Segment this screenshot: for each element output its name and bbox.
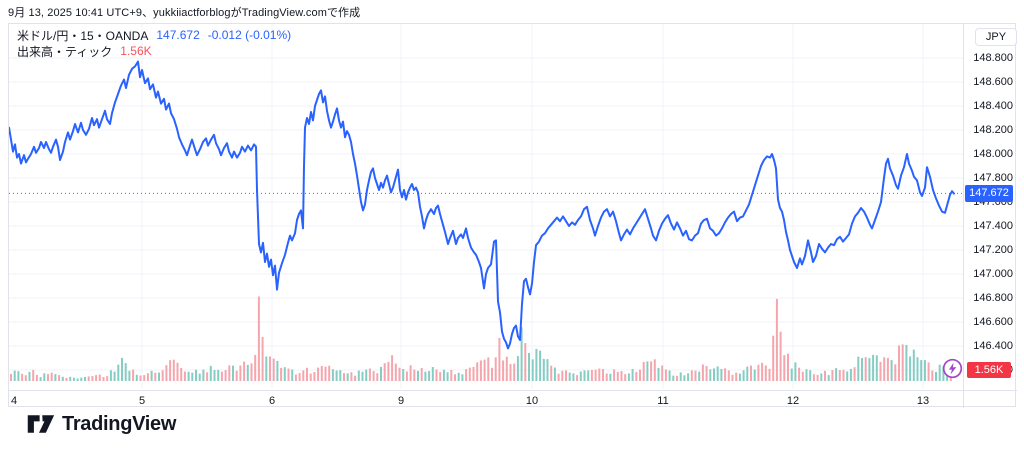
tradingview-logo[interactable]: TradingView [26, 411, 176, 437]
price-axis-separator [963, 24, 964, 408]
legend-symbol-row[interactable]: 米ドル/円・15・OANDA 147.672 -0.012 (-0.01%) [17, 27, 291, 43]
legend-volume-row[interactable]: 出来高・ティック 1.56K [17, 43, 291, 59]
attribution-text: 9月 13, 2025 10:41 UTC+9、yukkiiactforblog… [8, 7, 361, 19]
legend-change: -0.012 (-0.01%) [207, 28, 292, 42]
chart-widget: 米ドル/円・15・OANDA 147.672 -0.012 (-0.01%) 出… [8, 23, 1017, 408]
price-chart-pane[interactable] [9, 24, 963, 390]
instant-trading-button[interactable] [942, 358, 963, 379]
price-axis-label: 147.000 [973, 267, 1013, 280]
price-axis-label: 147.800 [973, 171, 1013, 184]
price-axis-label: 146.800 [973, 291, 1013, 304]
price-axis-label: 148.600 [973, 75, 1013, 88]
price-axis-label: 148.200 [973, 123, 1013, 136]
price-axis-label: 146.600 [973, 315, 1013, 328]
legend-volume-label: 出来高・ティック [17, 44, 113, 59]
legend-volume-value: 1.56K [120, 44, 152, 58]
legend-symbol-title[interactable]: 米ドル/円・15・OANDA [17, 28, 149, 43]
price-axis-label: 148.400 [973, 99, 1013, 112]
tradingview-wordmark: TradingView [62, 412, 177, 435]
time-axis-label: 10 [525, 395, 539, 407]
time-axis-label: 12 [786, 395, 800, 407]
price-axis-label: 148.800 [973, 51, 1013, 64]
price-axis-label: 146.400 [973, 339, 1013, 352]
price-axis-label: 147.200 [973, 243, 1013, 256]
price-axis-label: 147.400 [973, 219, 1013, 232]
lightning-icon [942, 358, 963, 379]
currency-unit-button[interactable]: JPY [975, 28, 1017, 46]
time-axis-label: 5 [138, 395, 146, 407]
chart-legend: 米ドル/円・15・OANDA 147.672 -0.012 (-0.01%) 出… [17, 27, 291, 59]
time-axis-label: 6 [268, 395, 276, 407]
time-axis-separator [9, 390, 1017, 391]
tradingview-logo-icon [27, 415, 55, 433]
time-axis-label: 11 [657, 395, 669, 407]
legend-last-price: 147.672 [156, 28, 200, 42]
price-axis-label: 148.000 [973, 147, 1013, 160]
current-price-badge: 147.672 [965, 184, 1013, 202]
time-axis-label: 13 [916, 395, 930, 407]
time-axis-label: 4 [10, 395, 18, 407]
time-axis-label: 9 [397, 395, 405, 407]
current-volume-badge: 1.56K [967, 362, 1011, 378]
